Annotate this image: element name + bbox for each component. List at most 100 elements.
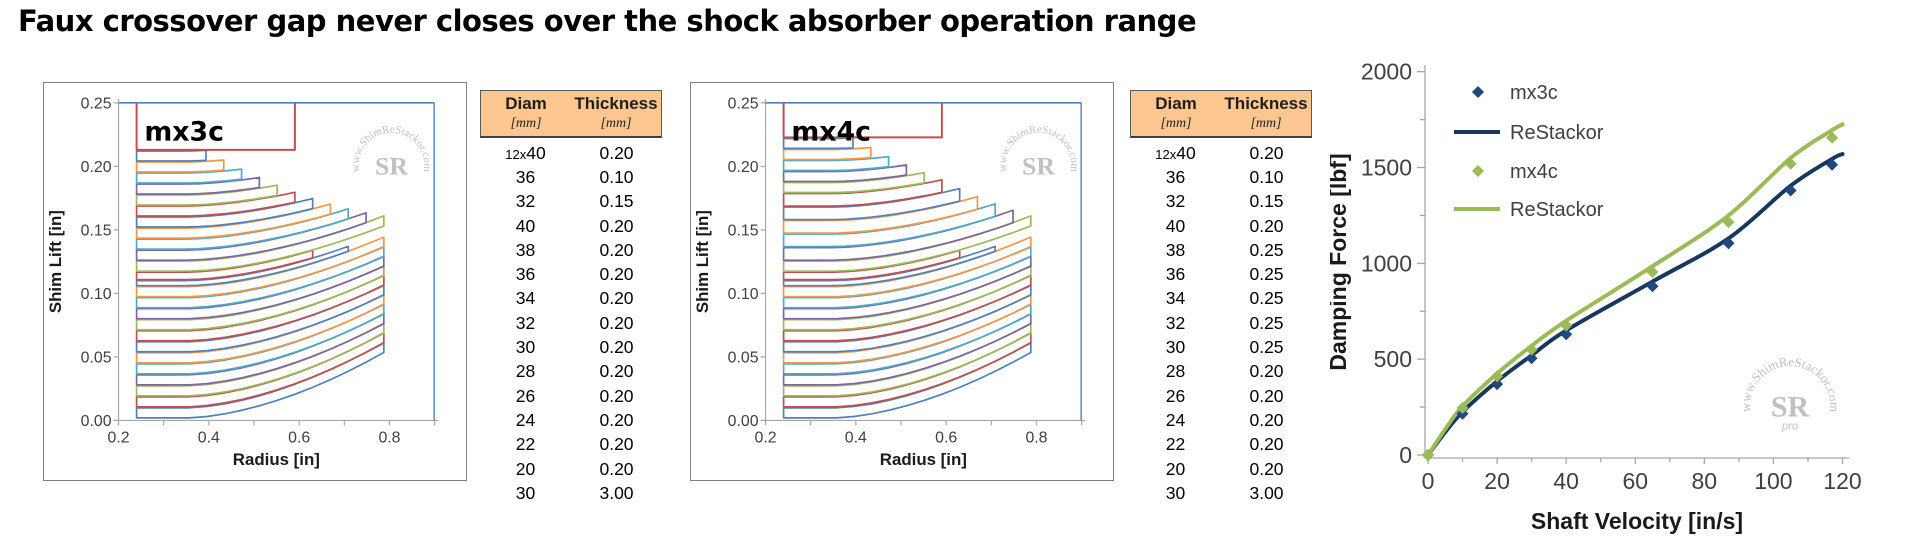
thickness-cell: 0.20 <box>1249 142 1284 163</box>
table-row: 34 0.25 <box>1130 287 1312 311</box>
y-axis-label: Shim Lift [in] <box>693 210 712 313</box>
x-axis-label: Radius [in] <box>233 450 320 469</box>
data-point-marker <box>1784 157 1797 170</box>
diam-cell: 36 <box>1165 264 1186 285</box>
diam-cell: 30 <box>1165 337 1186 358</box>
table-row: 24 0.20 <box>1130 408 1312 432</box>
stack-name-label: mx4c <box>791 117 871 148</box>
svg-text:0: 0 <box>1399 442 1412 468</box>
y-axis-label: Damping Force [lbf] <box>1330 153 1351 370</box>
table-row: 20 0.20 <box>1130 457 1312 481</box>
data-point-marker <box>1456 402 1469 414</box>
table-row: 34 0.20 <box>480 287 662 311</box>
svg-text:0.05: 0.05 <box>81 349 112 366</box>
shim-trace <box>135 208 350 250</box>
y-tick-labels: 0.00 0.05 0.10 0.15 0.20 0.25 <box>81 95 112 430</box>
table-row: 20 0.20 <box>480 457 662 481</box>
table-row: 26 0.20 <box>1130 384 1312 408</box>
svg-text:0.25: 0.25 <box>728 95 759 112</box>
legend-marker-mx3c <box>1472 86 1484 98</box>
diam-cell: 40 <box>515 215 536 236</box>
data-point-marker <box>1525 352 1538 365</box>
x-tick-labels: 0.2 0.4 0.6 0.8 <box>107 429 400 446</box>
table-row: 38 0.25 <box>1130 238 1312 262</box>
thickness-cell: 0.20 <box>599 361 634 382</box>
shim-chart-mx4c: www.ShimReStackor.com SR 0.2 0.4 0.6 0.8 0.00 0… <box>690 82 1114 481</box>
table-row: 40 0.20 <box>480 214 662 238</box>
y-tick-labels: 0 500 1000 1500 2000 <box>1361 59 1412 468</box>
table-row: 30 0.20 <box>480 335 662 359</box>
diam-cell: 20 <box>1165 458 1186 479</box>
diam-cell: 22 <box>1165 434 1186 455</box>
svg-text:0.15: 0.15 <box>81 222 112 239</box>
table-row: 24 0.20 <box>480 408 662 432</box>
damping-chart-svg: www.ShimReStackor.comSRpro05001000150020… <box>1325 59 1862 534</box>
table-rows: 12x40 0.20 36 0.10 32 0.15 40 0.20 38 0.… <box>1130 141 1312 505</box>
stack-name-label: mx3c <box>144 117 224 148</box>
data-point-marker <box>1422 449 1434 461</box>
svg-text:0.00: 0.00 <box>81 413 112 430</box>
diam-cell: 24 <box>515 409 536 430</box>
shim-trace <box>782 203 997 248</box>
shim-trace <box>782 178 943 207</box>
svg-text:40: 40 <box>1553 468 1579 494</box>
thickness-cell: 0.20 <box>1249 434 1284 455</box>
shim-trace <box>782 155 890 172</box>
shim-trace <box>782 245 997 287</box>
thickness-cell: 0.20 <box>599 458 634 479</box>
table-row: 12x40 0.20 <box>480 141 662 165</box>
table-header-cell: Thickness [mm] <box>571 91 661 136</box>
thickness-cell: 0.20 <box>599 385 634 406</box>
data-point-marker <box>1826 158 1839 171</box>
data-point-marker <box>1491 370 1504 383</box>
shim-trace <box>782 146 872 161</box>
shim-trace <box>135 249 314 281</box>
table-row: 22 0.20 <box>1130 433 1312 457</box>
svg-text:0.4: 0.4 <box>198 429 220 446</box>
svg-text:2000: 2000 <box>1361 59 1412 85</box>
data-point-marker <box>1722 237 1735 250</box>
table-header-cell: Diam [mm] <box>481 91 571 136</box>
svg-text:0.2: 0.2 <box>107 429 129 446</box>
svg-text:0.4: 0.4 <box>845 429 867 446</box>
table-header: Diam [mm] Thickness [mm] <box>1130 90 1312 138</box>
legend: mx3c ReStackor mx4c ReStackor <box>1454 82 1604 221</box>
thickness-cell: 0.25 <box>1249 239 1284 260</box>
stack-table-mx3c: Diam [mm] Thickness [mm] 12x40 0.20 36 0… <box>480 90 662 505</box>
shim-trace <box>135 236 385 298</box>
thickness-cell: 0.20 <box>599 239 634 260</box>
tick-marks <box>113 102 436 426</box>
table-row: 36 0.25 <box>1130 262 1312 286</box>
table-row: 26 0.20 <box>480 384 662 408</box>
thickness-cell: 0.25 <box>1249 312 1284 333</box>
table-row: 36 0.10 <box>480 165 662 189</box>
shim-slats <box>782 102 1032 419</box>
shim-trace <box>135 215 385 273</box>
y-tick-labels: 0.00 0.05 0.10 0.15 0.20 0.25 <box>728 95 759 430</box>
thickness-cell: 0.20 <box>599 264 634 285</box>
thickness-cell: 0.20 <box>1249 385 1284 406</box>
shim-slats <box>135 102 385 419</box>
svg-text:0.2: 0.2 <box>754 429 776 446</box>
svg-text:100: 100 <box>1754 468 1792 494</box>
data-point-marker <box>1646 266 1659 278</box>
svg-text:0.6: 0.6 <box>288 429 310 446</box>
data-point-marker <box>1491 378 1504 391</box>
thickness-cell: 0.25 <box>1249 264 1284 285</box>
data-point-marker <box>1722 216 1735 229</box>
diam-cell: 36 <box>515 264 536 285</box>
shim-trace <box>782 209 1014 262</box>
diam-cell: 34 <box>1165 288 1186 309</box>
table-row: 28 0.20 <box>480 360 662 384</box>
thickness-cell: 0.20 <box>599 288 634 309</box>
svg-text:1500: 1500 <box>1361 155 1412 181</box>
diam-cell: 34 <box>515 288 536 309</box>
thickness-cell: 0.10 <box>1249 166 1284 187</box>
column-unit: [mm] <box>510 116 542 131</box>
legend-label: ReStackor <box>1510 199 1604 221</box>
page-title: Faux crossover gap never closes over the… <box>18 4 1197 38</box>
diam-cell: 32 <box>515 312 536 333</box>
